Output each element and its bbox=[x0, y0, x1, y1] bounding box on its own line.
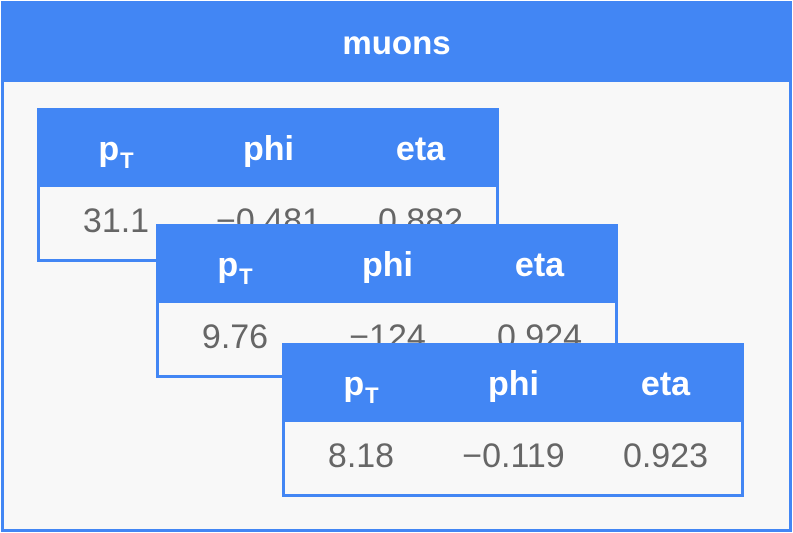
container-title: muons bbox=[4, 4, 789, 82]
record-values: 9.76 −124 0.924 bbox=[159, 303, 615, 375]
pt-symbol: p bbox=[343, 364, 365, 403]
column-header-eta: eta bbox=[514, 245, 565, 284]
column-header-phi: phi bbox=[488, 364, 539, 403]
value-eta: 0.923 bbox=[622, 436, 709, 475]
pt-symbol: p bbox=[98, 129, 120, 168]
pt-symbol: p bbox=[217, 245, 239, 284]
column-header-eta: eta bbox=[395, 129, 446, 168]
value-pt: 9.76 bbox=[201, 317, 269, 356]
value-pt: 8.18 bbox=[327, 436, 395, 475]
value-phi: −0.119 bbox=[462, 436, 565, 475]
column-header-phi: phi bbox=[243, 129, 294, 168]
pt-subscript: T bbox=[239, 264, 253, 289]
pt-subscript: T bbox=[365, 383, 379, 408]
column-header-phi: phi bbox=[362, 245, 413, 284]
value-pt: 31.1 bbox=[82, 201, 150, 240]
pt-subscript: T bbox=[120, 148, 134, 173]
column-header-eta: eta bbox=[640, 364, 691, 403]
record-values: 8.18 −0.119 0.923 bbox=[285, 422, 741, 494]
